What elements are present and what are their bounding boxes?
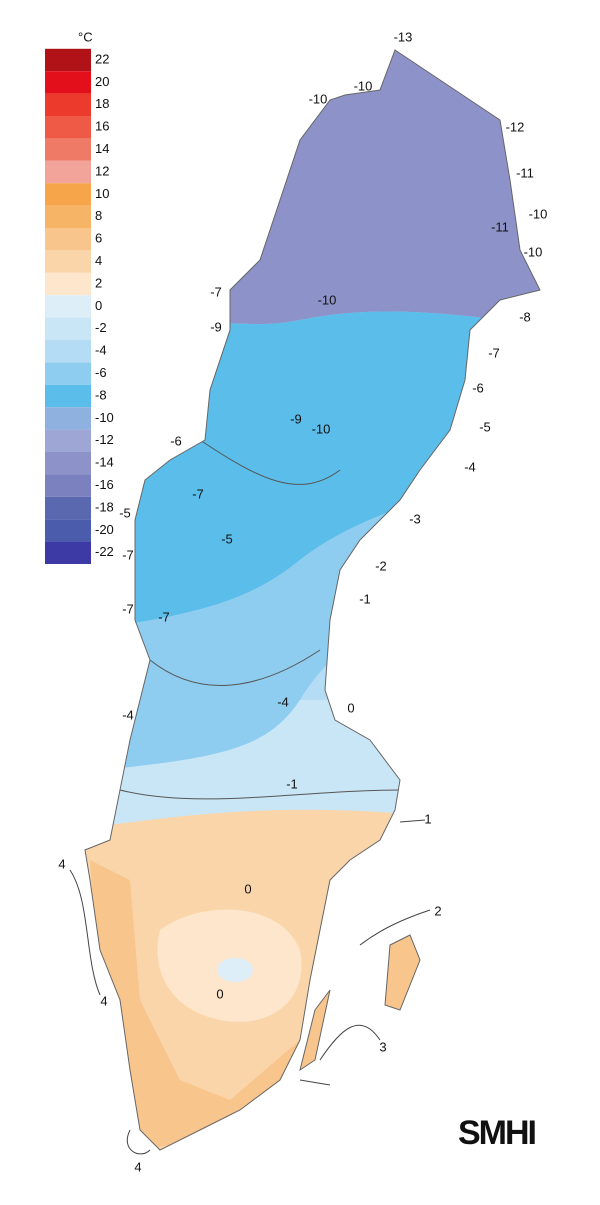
contour-label: 2: [434, 903, 441, 918]
legend-label: 16: [95, 119, 109, 134]
contour-label: -7: [158, 609, 170, 624]
legend-label: -22: [95, 544, 114, 559]
legend-unit: °C: [78, 29, 93, 44]
contour-label: -10: [524, 244, 543, 259]
contour-label: 0: [347, 700, 354, 715]
contour-label: -7: [210, 284, 222, 299]
legend-swatch: [45, 340, 91, 363]
legend-label: -16: [95, 477, 114, 492]
gotland: [384, 934, 421, 1011]
legend-swatch: [45, 541, 91, 564]
legend-label: -18: [95, 499, 114, 514]
contour-label: -9: [210, 319, 222, 334]
contour-label: 0: [216, 986, 223, 1001]
contour-label: -1: [359, 591, 371, 606]
legend-swatch: [45, 205, 91, 228]
contour-label: -5: [479, 419, 491, 434]
legend-label: -20: [95, 522, 114, 537]
legend-label: 8: [95, 208, 102, 223]
contour-label: 3: [379, 1039, 386, 1054]
contour-label: -11: [491, 219, 509, 234]
contour-label: -10: [354, 78, 373, 93]
contour-label: -3: [409, 511, 421, 526]
legend-label: 20: [95, 74, 109, 89]
contour-label: -11: [516, 165, 534, 180]
legend-label: 4: [95, 253, 102, 268]
legend-label: 18: [95, 96, 109, 111]
legend-swatch: [45, 295, 91, 318]
legend-swatch: [45, 519, 91, 542]
legend-swatch: [45, 183, 91, 206]
contour-label: -10: [309, 91, 328, 106]
contour-label: -7: [488, 345, 500, 360]
contour-label: -4: [122, 707, 134, 722]
contour-label: -6: [472, 380, 484, 395]
legend-label: 12: [95, 163, 109, 178]
contour-label: -10: [318, 292, 337, 307]
legend-label: -12: [95, 432, 114, 447]
legend-label: -8: [95, 387, 107, 402]
contour-label: -7: [122, 601, 134, 616]
logo: SMHI: [458, 1114, 536, 1152]
contour-label: -10: [529, 206, 548, 221]
legend-label: 10: [95, 186, 109, 201]
legend-swatch: [45, 48, 91, 72]
oland: [299, 989, 331, 1072]
contour-label: -6: [170, 433, 182, 448]
contour-label: 1: [424, 811, 431, 826]
legend-label: 22: [95, 51, 109, 66]
legend-swatch: [45, 474, 91, 497]
legend-swatch: [45, 429, 91, 452]
contour-label: 0: [244, 881, 251, 896]
legend-swatch: [45, 228, 91, 251]
legend-label: -4: [95, 343, 107, 358]
contour-label: 4: [134, 1159, 141, 1174]
legend-label: 14: [95, 141, 109, 156]
legend-label: -2: [95, 320, 107, 335]
legend-swatch: [45, 138, 91, 161]
legend-label: -14: [95, 455, 114, 470]
legend-swatch: [45, 384, 91, 408]
contour-label: -1: [286, 776, 298, 791]
legend-swatch: [45, 496, 91, 520]
contour-label: -13: [394, 29, 413, 44]
contour-label: -12: [506, 119, 525, 134]
legend-swatch: [45, 250, 91, 273]
legend-swatch: [45, 362, 91, 385]
contour-label: -9: [290, 411, 302, 426]
contour-label: 4: [58, 856, 65, 871]
legend-label: 0: [95, 298, 102, 313]
legend-label: 2: [95, 275, 102, 290]
legend-swatch: [45, 407, 91, 430]
legend-swatch: [45, 71, 91, 94]
isotherm: [69, 819, 431, 1155]
contour-label: -2: [375, 558, 387, 573]
contour-label: -4: [464, 459, 476, 474]
contour-label: 4: [100, 993, 107, 1008]
contour-label: -8: [519, 309, 531, 324]
contour-label: -5: [119, 505, 131, 520]
contour-label: -7: [192, 486, 204, 501]
contour-label: -5: [221, 531, 233, 546]
legend-label: -10: [95, 410, 114, 425]
contour-label: -7: [122, 547, 134, 562]
legend-swatch: [45, 160, 91, 184]
legend-swatch: [45, 317, 91, 340]
contour-label: -10: [312, 421, 331, 436]
legend-label: -6: [95, 365, 107, 380]
legend-swatch: [45, 452, 91, 475]
legend-swatch: [45, 116, 91, 139]
legend-swatch: [45, 93, 91, 116]
contour-label: -4: [277, 694, 289, 709]
legend-label: 6: [95, 231, 102, 246]
legend-swatch: [45, 272, 91, 296]
